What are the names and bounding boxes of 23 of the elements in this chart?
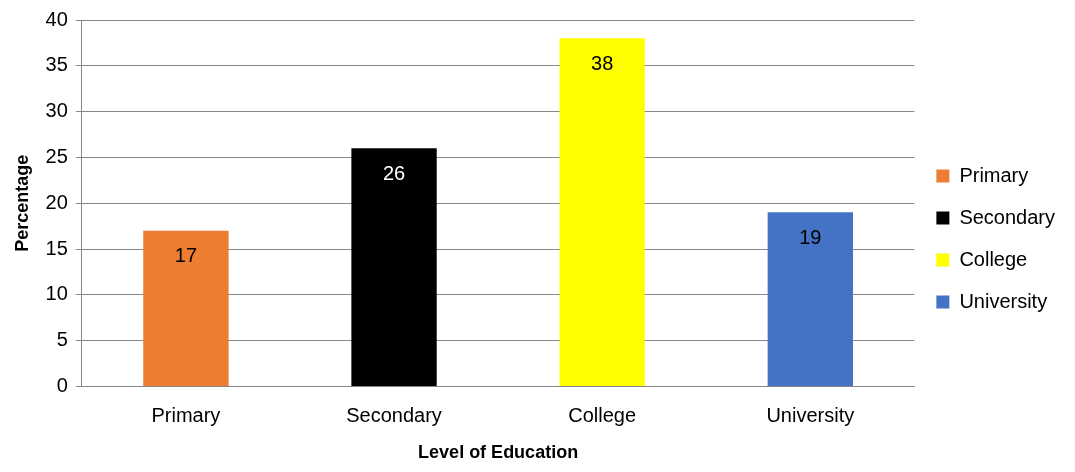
data-label: 38: [591, 51, 614, 74]
y-tick-label: 5: [56, 328, 68, 351]
legend-label: Primary: [959, 163, 1029, 186]
y-tick-label: 15: [45, 236, 68, 259]
x-tick-label: University: [766, 403, 855, 426]
x-tick-label: Primary: [151, 403, 221, 426]
legend-label: College: [959, 247, 1028, 270]
y-tick-label: 30: [45, 99, 68, 122]
x-axis-title: Level of Education: [418, 442, 579, 463]
y-tick-label: 25: [45, 144, 68, 167]
data-label: 19: [799, 225, 822, 248]
x-tick-label: Secondary: [346, 403, 442, 426]
legend-label: University: [959, 289, 1048, 312]
legend-label: Secondary: [959, 205, 1056, 228]
data-label: 26: [382, 161, 406, 184]
x-tick-label: College: [568, 403, 637, 426]
data-label: 17: [174, 244, 198, 267]
y-tick-label: 35: [45, 53, 68, 76]
y-tick-label: 0: [56, 373, 68, 396]
y-tick-label: 40: [45, 7, 68, 30]
y-axis-title: Percentage: [11, 154, 32, 252]
y-tick-label: 20: [45, 190, 68, 213]
y-tick-label: 10: [45, 282, 68, 305]
